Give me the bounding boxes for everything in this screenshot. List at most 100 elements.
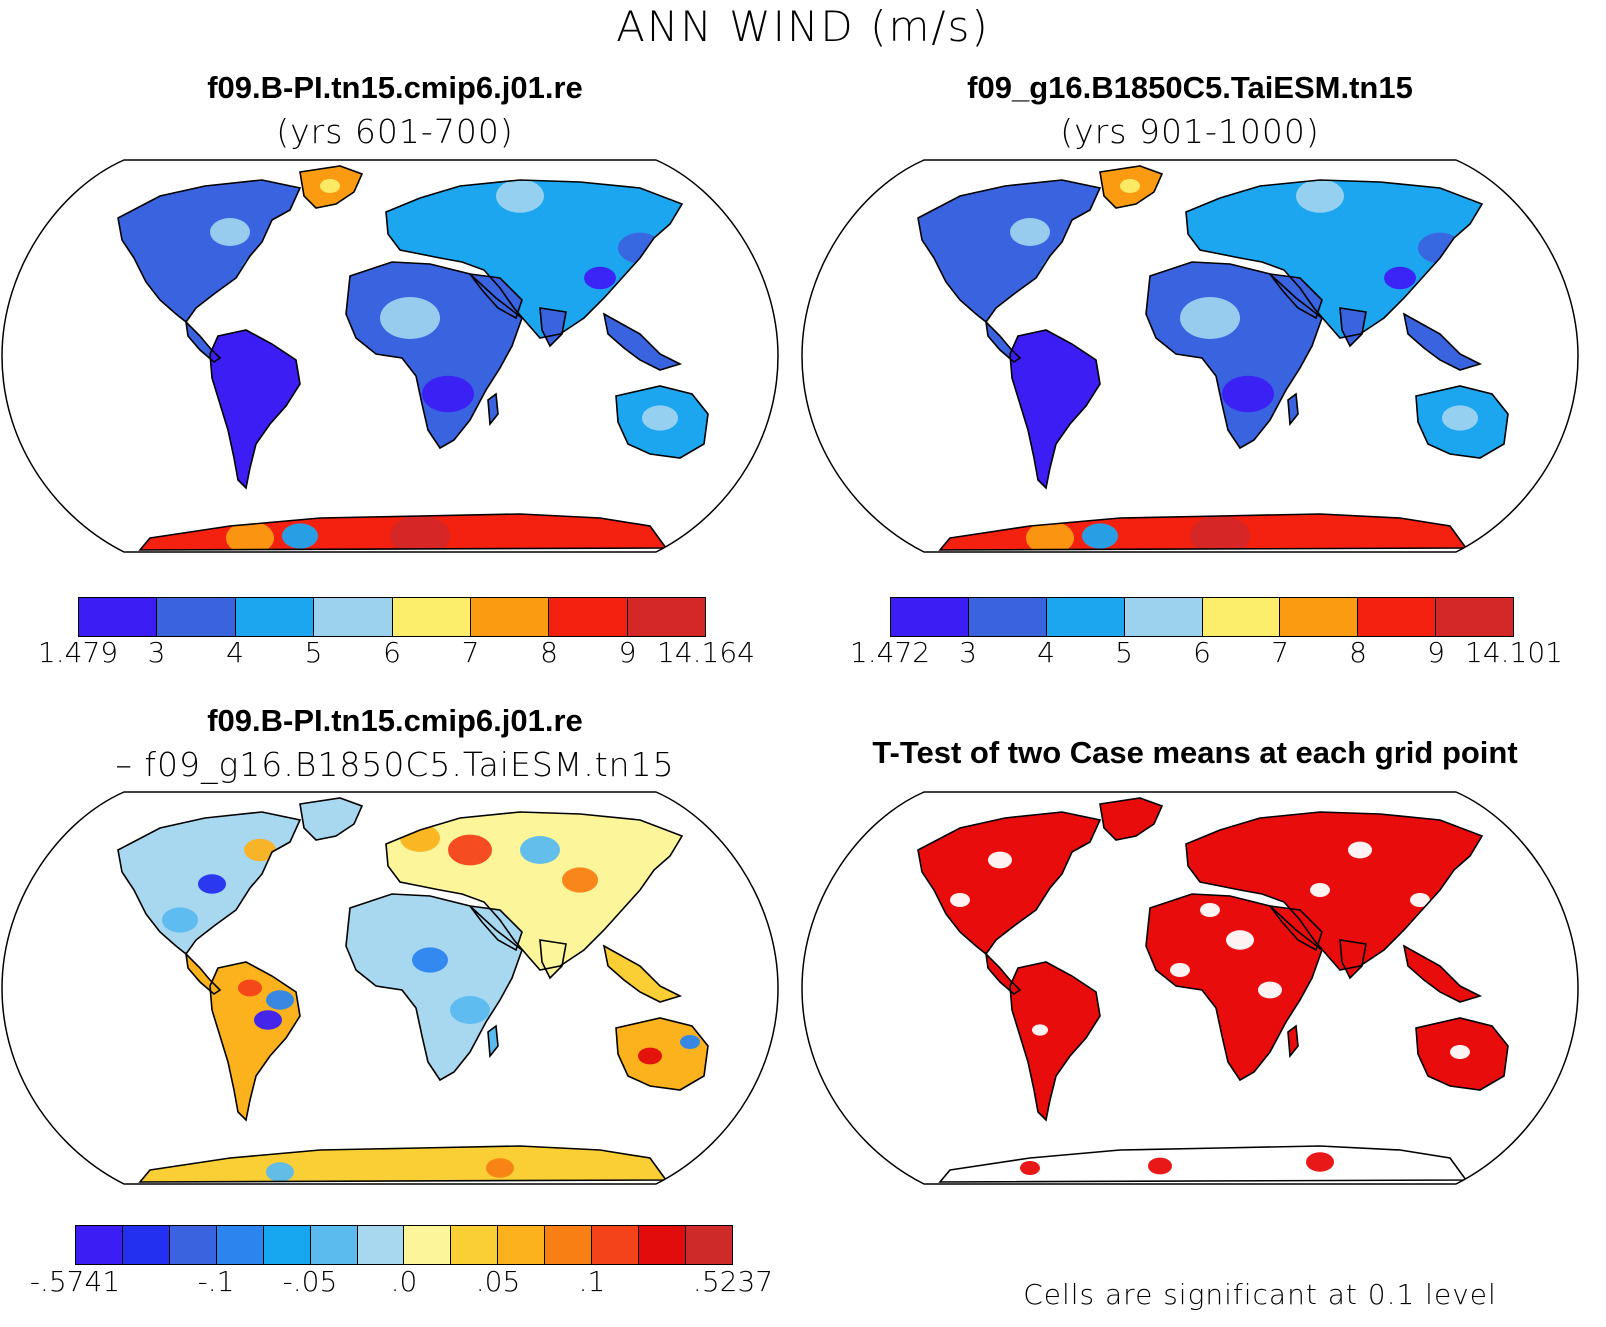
colorbar-tick-label: 6 bbox=[1193, 636, 1211, 669]
colorbar-top-right bbox=[890, 597, 1514, 637]
coastline bbox=[138, 1145, 668, 1183]
colorbar-top-left bbox=[78, 597, 706, 637]
africa-landmass bbox=[1146, 894, 1322, 1080]
field-patch bbox=[422, 375, 474, 413]
coastline bbox=[1099, 165, 1164, 209]
colorbar-tick-label: .05 bbox=[475, 1265, 521, 1298]
field-patch bbox=[1384, 266, 1416, 290]
colorbar-swatch bbox=[1202, 598, 1281, 636]
field-patch bbox=[988, 851, 1012, 869]
coastline bbox=[1185, 179, 1484, 339]
colorbar-swatch bbox=[545, 1226, 593, 1264]
colorbar-tick-label: 3 bbox=[959, 636, 977, 669]
coastline bbox=[184, 951, 222, 996]
panel-subtitle-top-left: (yrs 601-700) bbox=[276, 112, 514, 151]
coastline bbox=[299, 797, 364, 841]
colorbar-tick-label: -.1 bbox=[197, 1265, 235, 1298]
field-patch bbox=[1032, 1024, 1048, 1036]
africa-landmass bbox=[346, 894, 522, 1080]
coastline bbox=[602, 944, 683, 1003]
colorbar-tick-label: 5 bbox=[304, 636, 323, 669]
panel-subtitle-top-right: (yrs 901-1000) bbox=[1060, 112, 1320, 151]
coastline bbox=[345, 261, 523, 450]
field-patch bbox=[1348, 841, 1372, 859]
coastline bbox=[487, 392, 499, 427]
field-patch bbox=[320, 179, 340, 193]
colorbar-swatch bbox=[1046, 598, 1125, 636]
coastline bbox=[468, 272, 523, 320]
colorbar-tick-label: 14.101 bbox=[1465, 636, 1563, 669]
field-patch bbox=[238, 979, 262, 997]
colorbar-swatch bbox=[157, 598, 236, 636]
coastline bbox=[117, 179, 302, 324]
field-patch bbox=[1296, 179, 1344, 213]
field-patch bbox=[584, 266, 616, 290]
colorbar-swatch bbox=[216, 1226, 264, 1264]
field-patch bbox=[1120, 179, 1140, 193]
colorbar-swatch bbox=[263, 1226, 311, 1264]
coastline bbox=[1402, 944, 1483, 1003]
coastline bbox=[1185, 811, 1484, 971]
field-patch bbox=[380, 297, 440, 339]
coastline bbox=[1339, 307, 1367, 348]
colorbar-tick-label: 4 bbox=[226, 636, 244, 669]
field-patch bbox=[244, 838, 276, 862]
colorbar-swatch bbox=[404, 1226, 452, 1264]
coastline bbox=[615, 385, 709, 459]
se-asia-landmass bbox=[1404, 946, 1480, 1002]
north-america-landmass bbox=[118, 180, 300, 322]
colorbar-swatch bbox=[891, 598, 969, 636]
coastline bbox=[1099, 797, 1164, 841]
coastline bbox=[539, 939, 567, 980]
colorbar-swatch bbox=[592, 1226, 640, 1264]
colorbar-swatch bbox=[76, 1226, 123, 1264]
field-patch bbox=[226, 521, 274, 550]
field-patch bbox=[1222, 375, 1274, 413]
field-patch bbox=[450, 996, 490, 1024]
colorbar-tick-label: 9 bbox=[618, 636, 637, 669]
panel-title-top-right: f09_g16.B1850C5.TaiESM.tn15 bbox=[967, 70, 1413, 105]
field-patch bbox=[254, 1010, 282, 1030]
panel-title-top-left: f09.B-PI.tn15.cmip6.j01.re bbox=[207, 70, 583, 105]
colorbar-tick-label: 7 bbox=[461, 636, 480, 669]
colorbar-tick-label: 8 bbox=[1349, 636, 1367, 669]
field-patch bbox=[562, 867, 598, 893]
map-top-left bbox=[1, 159, 779, 553]
colorbar-tick-label: -.05 bbox=[282, 1265, 338, 1298]
field-patch bbox=[282, 523, 318, 549]
projection-frame bbox=[1, 159, 779, 553]
coastline bbox=[468, 904, 523, 952]
field-patch bbox=[638, 1047, 662, 1065]
field-patch bbox=[1450, 1045, 1470, 1059]
field-patch bbox=[412, 947, 448, 973]
coastline bbox=[938, 513, 1468, 551]
coastline bbox=[487, 1024, 499, 1059]
field-patch bbox=[390, 515, 450, 550]
greenland-landmass bbox=[1100, 798, 1162, 840]
colorbar-tick-label: 7 bbox=[1271, 636, 1289, 669]
field-patch bbox=[496, 179, 544, 213]
colorbar-swatch bbox=[169, 1226, 217, 1264]
colorbar-swatch bbox=[357, 1226, 405, 1264]
field-patch bbox=[448, 834, 492, 866]
coastline bbox=[917, 179, 1102, 324]
colorbar-swatch bbox=[627, 598, 705, 636]
coastline bbox=[1339, 939, 1367, 980]
coastline bbox=[615, 1017, 709, 1091]
map-top-right bbox=[801, 159, 1579, 553]
colorbar-tick-label: 5 bbox=[1115, 636, 1133, 669]
field-patch bbox=[162, 907, 198, 933]
colorbar-tick-label: 8 bbox=[540, 636, 558, 669]
field-patch bbox=[1180, 297, 1240, 339]
colorbar-tick-label: 14.164 bbox=[657, 636, 755, 669]
field-patch bbox=[210, 218, 250, 246]
coastline bbox=[984, 319, 1022, 364]
colorbar-tick-label: 6 bbox=[383, 636, 401, 669]
coastline bbox=[917, 811, 1102, 956]
field-patch bbox=[1200, 903, 1220, 917]
field-patch bbox=[486, 1158, 514, 1178]
colorbar-swatch bbox=[498, 1226, 546, 1264]
colorbar-swatch bbox=[314, 598, 393, 636]
north-america-landmass bbox=[918, 812, 1100, 954]
north-america-landmass bbox=[918, 180, 1100, 322]
